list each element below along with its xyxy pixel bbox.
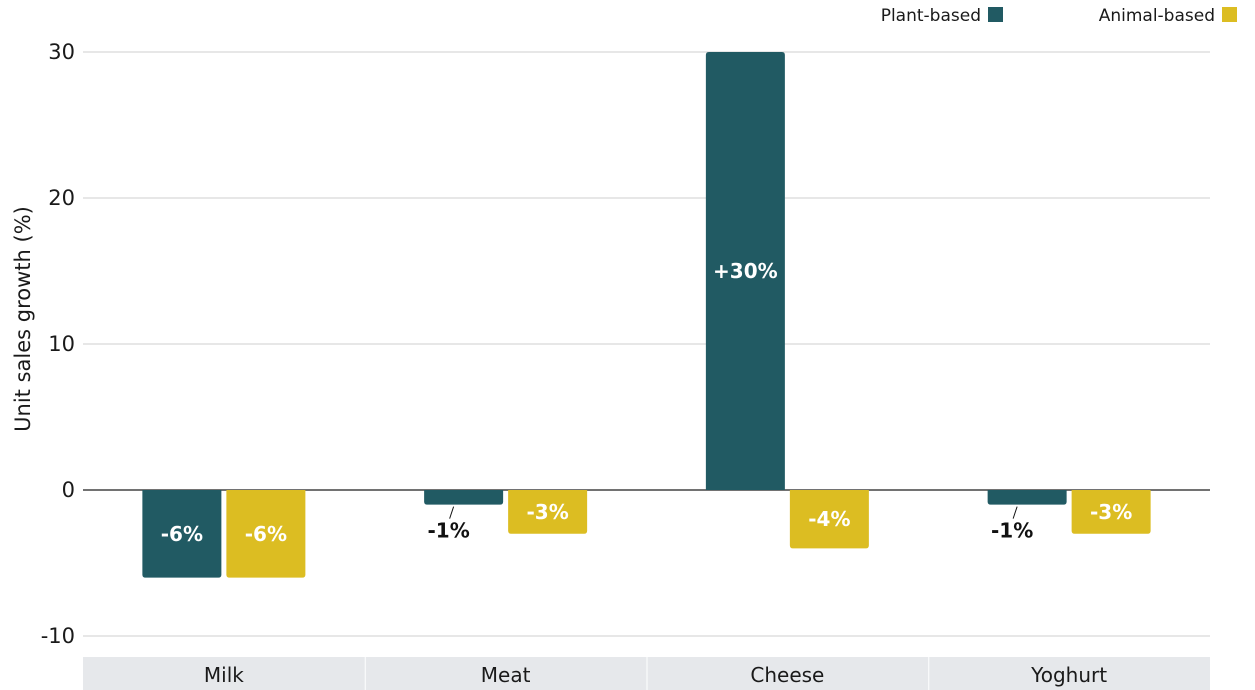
- y-tick-label: 30: [48, 40, 75, 64]
- category-band: [83, 657, 365, 690]
- bar-plant-based-meat: [424, 490, 504, 505]
- category-band: [365, 657, 647, 690]
- bar-animal-based-yoghurt: [1071, 490, 1151, 534]
- bar-plant-based-cheese: [705, 52, 785, 490]
- legend-label: Plant-based: [881, 6, 981, 26]
- legend: Plant-based Animal-based: [881, 6, 1237, 26]
- y-axis-ticks: -10 0 10 20 30: [41, 40, 75, 648]
- value-label: -3%: [1090, 500, 1132, 524]
- bar-animal-based-meat: [508, 490, 588, 534]
- value-labels: -6% -6% -1% -3% +30% -4% -1% -3%: [161, 259, 1133, 546]
- category-label-yoghurt: Yoghurt: [1030, 663, 1107, 687]
- value-label: -4%: [808, 507, 850, 531]
- value-label: -6%: [245, 522, 287, 546]
- y-tick-label: -10: [41, 624, 75, 648]
- y-tick-label: 20: [48, 186, 75, 210]
- bar-animal-based-cheese: [789, 490, 869, 549]
- bars: [142, 52, 1151, 578]
- category-bands: [83, 657, 1210, 690]
- bar-animal-based-milk: [226, 490, 306, 578]
- value-label: -1%: [991, 519, 1033, 543]
- leader-line: [449, 506, 455, 519]
- category-labels: Milk Meat Cheese Yoghurt: [204, 663, 1107, 687]
- leader-lines: [449, 506, 1018, 519]
- category-band: [929, 657, 1210, 690]
- y-tick-label: 0: [62, 478, 75, 502]
- category-label-cheese: Cheese: [750, 663, 824, 687]
- legend-label: Animal-based: [1099, 6, 1215, 26]
- category-band: [647, 657, 929, 690]
- y-axis-title: Unit sales growth (%): [11, 206, 35, 432]
- value-label: -1%: [427, 519, 469, 543]
- legend-swatch: [988, 7, 1003, 22]
- bar-plant-based-yoghurt: [987, 490, 1067, 505]
- value-label: -3%: [526, 500, 568, 524]
- value-label: +30%: [713, 259, 778, 283]
- leader-line: [1012, 506, 1018, 519]
- y-tick-label: 10: [48, 332, 75, 356]
- category-label-meat: Meat: [481, 663, 531, 687]
- bar-plant-based-milk: [142, 490, 222, 578]
- legend-swatch: [1222, 7, 1237, 22]
- value-label: -6%: [161, 522, 203, 546]
- category-label-milk: Milk: [204, 663, 244, 687]
